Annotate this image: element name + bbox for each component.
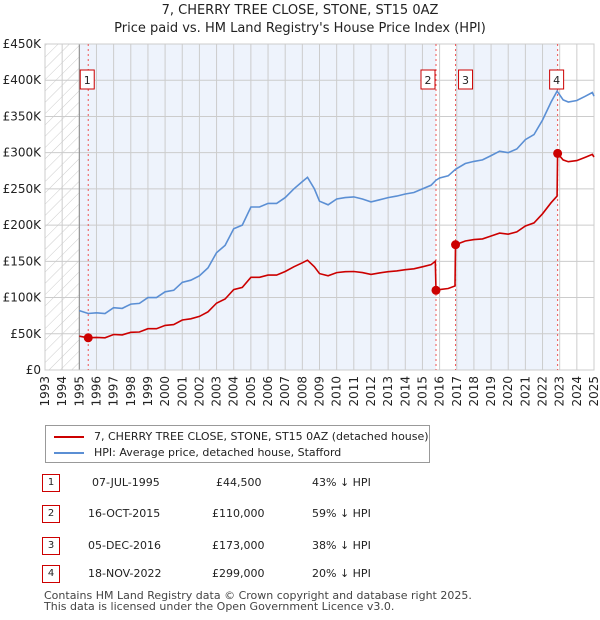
x-tick-label: 2013 xyxy=(381,376,395,407)
table-row: 3 05-DEC-2016 £173,000 38% ↓ HPI xyxy=(40,537,440,555)
x-tick-label: 2005 xyxy=(244,376,258,407)
sale-label: 1 xyxy=(84,74,91,87)
x-tick-label: 1997 xyxy=(107,376,121,407)
legend-item-hpi: HPI: Average price, detached house, Staf… xyxy=(54,446,341,459)
x-tick-label: 2015 xyxy=(415,376,429,407)
x-tick-label: 2012 xyxy=(364,376,378,407)
y-tick-label: £0 xyxy=(26,363,41,377)
sale-hpi-diff: 59% ↓ HPI xyxy=(312,507,371,520)
x-tick-label: 2023 xyxy=(553,376,567,407)
sale-number: 1 xyxy=(42,474,60,492)
ownership-shade xyxy=(455,44,558,370)
x-tick-label: 2007 xyxy=(278,376,292,407)
series-line-hpi xyxy=(79,89,595,315)
legend-swatch xyxy=(54,451,84,454)
sale-point xyxy=(451,240,461,250)
sale-date: 16-OCT-2015 xyxy=(88,507,161,520)
y-tick-label: £350K xyxy=(3,109,43,123)
y-tick-label: £200K xyxy=(3,218,43,232)
table-row: 4 18-NOV-2022 £299,000 20% ↓ HPI xyxy=(40,565,440,583)
sale-hpi-diff: 43% ↓ HPI xyxy=(312,476,371,489)
sale-label-box xyxy=(549,69,565,90)
x-tick-label: 2010 xyxy=(330,376,344,407)
x-tick-label: 2001 xyxy=(175,376,189,407)
table-row: 2 16-OCT-2015 £110,000 59% ↓ HPI xyxy=(40,505,440,523)
x-tick-label: 1994 xyxy=(55,376,69,407)
chart-title: 7, CHERRY TREE CLOSE, STONE, ST15 0AZ xyxy=(161,3,439,18)
x-tick-label: 2021 xyxy=(518,376,532,407)
sale-label: 2 xyxy=(424,74,431,87)
legend-label: HPI: Average price, detached house, Staf… xyxy=(94,446,342,459)
sale-point xyxy=(431,285,441,295)
sale-price: £110,000 xyxy=(212,507,265,520)
sale-hpi-diff: 20% ↓ HPI xyxy=(312,567,371,580)
x-tick-label: 2011 xyxy=(347,376,361,407)
y-tick-label: £300K xyxy=(3,146,43,160)
sale-number: 3 xyxy=(42,537,60,555)
sale-number: 2 xyxy=(42,505,60,523)
price-chart: £0 £50K £100K £150K £200K £250K £300K £350K £400… xyxy=(3,37,600,407)
sale-date: 05-DEC-2016 xyxy=(88,539,162,552)
sale-label-box xyxy=(458,69,474,90)
footer-licence: This data is licensed under the Open Gov… xyxy=(44,600,395,613)
legend-label: 7, CHERRY TREE CLOSE, STONE, ST15 0AZ (d… xyxy=(94,430,429,443)
sale-label-box xyxy=(79,69,95,90)
x-tick-label: 1995 xyxy=(72,376,86,407)
sale-date: 07-JUL-1995 xyxy=(92,476,160,489)
table-row: 1 07-JUL-1995 £44,500 43% ↓ HPI xyxy=(40,474,440,492)
sale-price: £299,000 xyxy=(212,567,265,580)
x-tick-label: 2025 xyxy=(587,376,600,407)
x-tick-label: 2016 xyxy=(433,376,447,407)
x-tick-label: 2008 xyxy=(295,376,309,407)
legend-item-property: 7, CHERRY TREE CLOSE, STONE, ST15 0AZ (d… xyxy=(54,430,429,443)
sale-number: 4 xyxy=(42,565,60,583)
x-tick-label: 1999 xyxy=(141,376,155,407)
x-tick-label: 2019 xyxy=(484,376,498,407)
y-tick-label: £50K xyxy=(10,327,42,341)
x-tick-label: 2000 xyxy=(158,376,172,407)
footer-copyright: Contains HM Land Registry data © Crown c… xyxy=(44,589,472,602)
x-tick-label: 2017 xyxy=(450,376,464,407)
series-line-property xyxy=(79,151,595,339)
y-tick-label: £250K xyxy=(3,182,43,196)
sale-label: 4 xyxy=(553,74,560,87)
x-tick-label: 2002 xyxy=(192,376,206,407)
sale-label: 3 xyxy=(462,74,469,87)
y-tick-label: £100K xyxy=(3,291,43,305)
sale-point xyxy=(553,148,563,158)
x-tick-label: 1996 xyxy=(89,376,103,407)
x-tick-label: 1993 xyxy=(38,376,52,407)
x-tick-label: 2014 xyxy=(398,376,412,407)
y-tick-label: £400K xyxy=(3,73,43,87)
plot-border xyxy=(44,43,595,371)
sale-date: 18-NOV-2022 xyxy=(88,567,162,580)
x-tick-label: 2003 xyxy=(210,376,224,407)
chart-legend: 7, CHERRY TREE CLOSE, STONE, ST15 0AZ (d… xyxy=(45,425,430,463)
y-tick-label: £150K xyxy=(3,254,43,268)
sale-point xyxy=(83,333,93,343)
x-tick-label: 2020 xyxy=(501,376,515,407)
x-tick-label: 2018 xyxy=(467,376,481,407)
x-tick-label: 2024 xyxy=(570,376,584,407)
x-tick-label: 2006 xyxy=(261,376,275,407)
sale-price: £173,000 xyxy=(212,539,265,552)
sale-label-box xyxy=(420,69,436,90)
x-tick-label: 2004 xyxy=(227,376,241,407)
sale-hpi-diff: 38% ↓ HPI xyxy=(312,539,371,552)
x-tick-label: 2009 xyxy=(313,376,327,407)
legend-swatch xyxy=(54,435,84,438)
x-tick-label: 1998 xyxy=(124,376,138,407)
chart-subtitle: Price paid vs. HM Land Registry's House … xyxy=(114,21,486,36)
y-tick-label: £450K xyxy=(3,37,43,51)
x-tick-label: 2022 xyxy=(536,376,550,407)
sale-price: £44,500 xyxy=(216,476,262,489)
